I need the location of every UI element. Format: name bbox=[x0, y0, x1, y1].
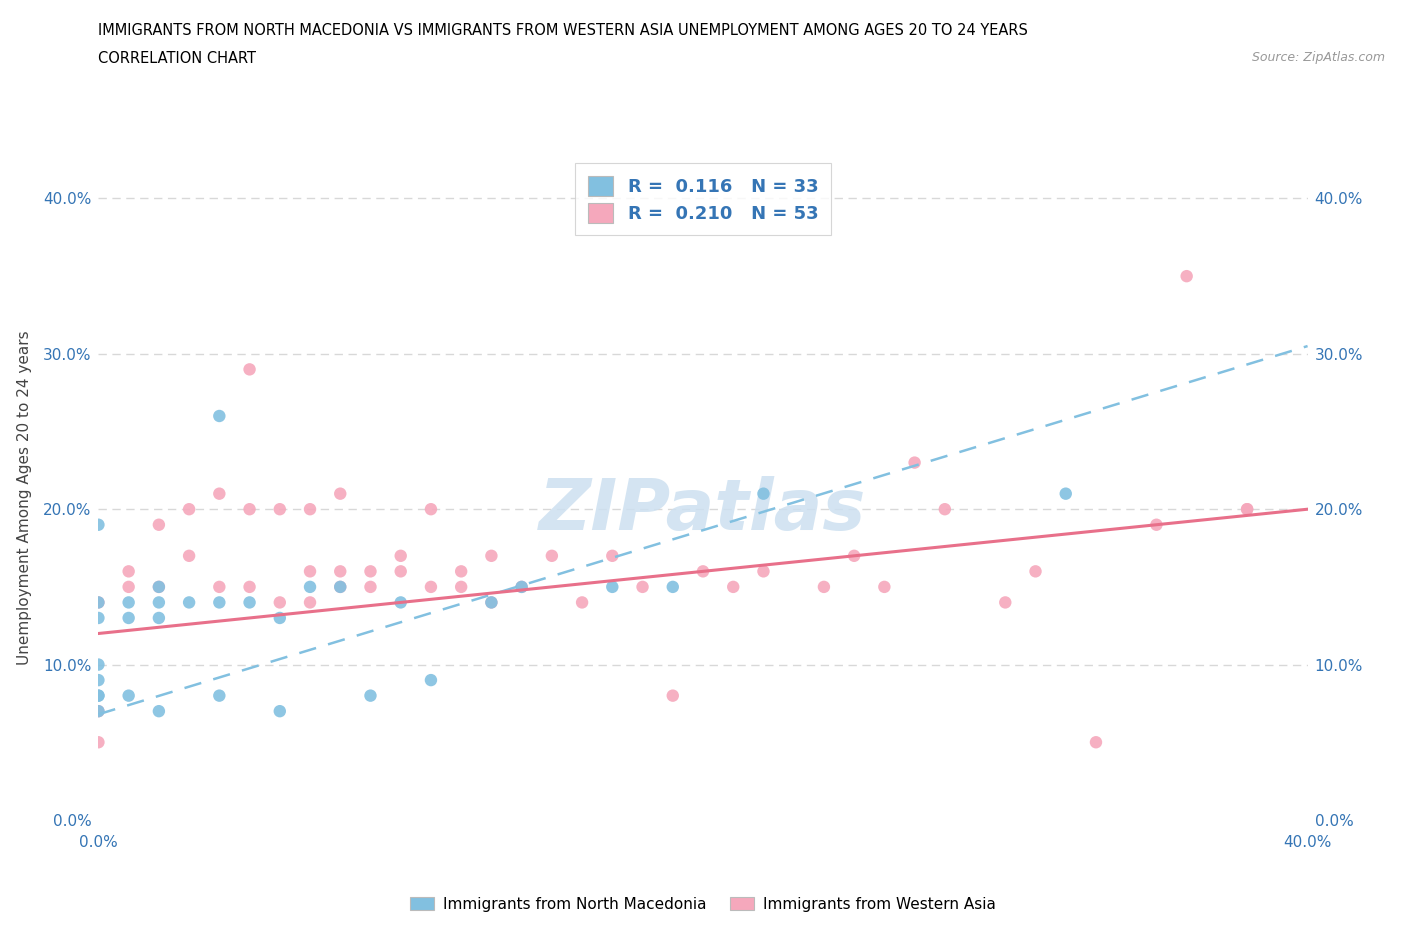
Point bbox=[1085, 735, 1108, 750]
Point bbox=[208, 688, 231, 703]
Point bbox=[481, 595, 503, 610]
Point bbox=[571, 595, 593, 610]
Point bbox=[692, 564, 714, 578]
Point bbox=[662, 579, 685, 594]
Point bbox=[904, 455, 927, 470]
Point bbox=[1236, 502, 1258, 517]
Point bbox=[239, 362, 262, 377]
Point bbox=[87, 517, 110, 532]
Point bbox=[299, 564, 322, 578]
Point bbox=[269, 502, 291, 517]
Point bbox=[723, 579, 745, 594]
Point bbox=[481, 595, 503, 610]
Point bbox=[208, 486, 231, 501]
Point bbox=[420, 672, 443, 687]
Point bbox=[299, 595, 322, 610]
Point bbox=[994, 595, 1017, 610]
Point bbox=[148, 579, 170, 594]
Point bbox=[329, 564, 352, 578]
Point bbox=[752, 486, 775, 501]
Text: Source: ZipAtlas.com: Source: ZipAtlas.com bbox=[1251, 51, 1385, 64]
Point bbox=[360, 564, 382, 578]
Point bbox=[450, 564, 472, 578]
Point bbox=[844, 549, 866, 564]
Point bbox=[87, 688, 110, 703]
Legend: Immigrants from North Macedonia, Immigrants from Western Asia: Immigrants from North Macedonia, Immigra… bbox=[404, 890, 1002, 918]
Point bbox=[813, 579, 835, 594]
Point bbox=[87, 672, 110, 687]
Point bbox=[269, 610, 291, 625]
Point bbox=[87, 658, 110, 672]
Point bbox=[540, 549, 562, 564]
Point bbox=[389, 564, 412, 578]
Point bbox=[118, 595, 141, 610]
Point bbox=[631, 579, 654, 594]
Point bbox=[934, 502, 956, 517]
Point bbox=[87, 735, 110, 750]
Text: IMMIGRANTS FROM NORTH MACEDONIA VS IMMIGRANTS FROM WESTERN ASIA UNEMPLOYMENT AMO: IMMIGRANTS FROM NORTH MACEDONIA VS IMMIG… bbox=[98, 23, 1028, 38]
Point bbox=[1236, 502, 1258, 517]
Point bbox=[420, 579, 443, 594]
Point bbox=[510, 579, 533, 594]
Point bbox=[269, 704, 291, 719]
Point bbox=[602, 579, 624, 594]
Point bbox=[87, 704, 110, 719]
Point bbox=[208, 579, 231, 594]
Point bbox=[148, 704, 170, 719]
Point bbox=[360, 579, 382, 594]
Point bbox=[329, 579, 352, 594]
Point bbox=[389, 549, 412, 564]
Point bbox=[239, 595, 262, 610]
Point bbox=[118, 688, 141, 703]
Point bbox=[662, 688, 685, 703]
Point bbox=[1175, 269, 1198, 284]
Point bbox=[299, 579, 322, 594]
Point bbox=[148, 579, 170, 594]
Point bbox=[873, 579, 896, 594]
Text: ZIPatlas: ZIPatlas bbox=[540, 476, 866, 545]
Point bbox=[1144, 517, 1167, 532]
Point bbox=[450, 579, 472, 594]
Point bbox=[87, 595, 110, 610]
Point bbox=[118, 610, 141, 625]
Point bbox=[239, 579, 262, 594]
Point bbox=[510, 579, 533, 594]
Legend: R =  0.116   N = 33, R =  0.210   N = 53: R = 0.116 N = 33, R = 0.210 N = 53 bbox=[575, 164, 831, 235]
Point bbox=[208, 595, 231, 610]
Point bbox=[299, 502, 322, 517]
Point bbox=[87, 704, 110, 719]
Point bbox=[87, 595, 110, 610]
Point bbox=[118, 579, 141, 594]
Point bbox=[329, 486, 352, 501]
Point bbox=[481, 549, 503, 564]
Point bbox=[179, 595, 201, 610]
Point bbox=[360, 688, 382, 703]
Point bbox=[208, 408, 231, 423]
Point bbox=[269, 595, 291, 610]
Point bbox=[179, 502, 201, 517]
Point bbox=[87, 610, 110, 625]
Point bbox=[148, 610, 170, 625]
Point bbox=[87, 688, 110, 703]
Point bbox=[752, 564, 775, 578]
Point bbox=[602, 549, 624, 564]
Point bbox=[148, 517, 170, 532]
Point bbox=[389, 595, 412, 610]
Point bbox=[329, 579, 352, 594]
Y-axis label: Unemployment Among Ages 20 to 24 years: Unemployment Among Ages 20 to 24 years bbox=[17, 330, 32, 665]
Point bbox=[1054, 486, 1077, 501]
Point bbox=[420, 502, 443, 517]
Point bbox=[179, 549, 201, 564]
Point bbox=[118, 564, 141, 578]
Point bbox=[239, 502, 262, 517]
Text: CORRELATION CHART: CORRELATION CHART bbox=[98, 51, 256, 66]
Point bbox=[148, 595, 170, 610]
Point bbox=[1024, 564, 1046, 578]
